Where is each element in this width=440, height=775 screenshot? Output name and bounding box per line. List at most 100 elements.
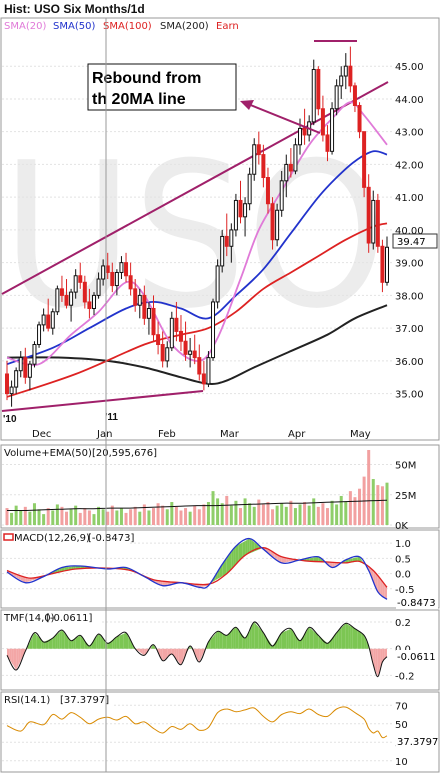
- price-axis-tick-label: 45.00: [395, 62, 424, 73]
- tmf-area-segment: [355, 628, 358, 649]
- tick-label-jan: Jan: [96, 429, 112, 440]
- candle: [188, 350, 193, 355]
- volume-bar: [119, 508, 123, 525]
- candle: [128, 275, 133, 290]
- tmf-area-segment: [126, 632, 129, 649]
- tmf-area-segment: [210, 636, 213, 649]
- volume-bar: [234, 500, 238, 525]
- candle: [261, 154, 266, 179]
- macd-histogram-area: [309, 558, 312, 562]
- tmf-area-segment: [158, 648, 161, 657]
- macd-histogram-area: [318, 556, 321, 562]
- tick-label-mar: Mar: [220, 429, 240, 440]
- tmf-area-segment: [123, 632, 126, 649]
- volume-bar: [271, 509, 275, 525]
- volume-bar: [10, 512, 14, 525]
- candle: [197, 357, 202, 375]
- tmf-area-segment: [165, 648, 168, 659]
- volume-bar: [321, 503, 325, 525]
- sma20-line: [6, 101, 388, 366]
- candle: [279, 180, 284, 211]
- macd-histogram-area: [226, 555, 229, 574]
- tmf-area-segment: [316, 633, 319, 649]
- sma100-line: [6, 222, 388, 398]
- tmf-area-segment: [59, 630, 62, 649]
- volume-bar: [83, 508, 87, 525]
- volume-bar: [78, 512, 82, 525]
- candle: [137, 294, 142, 306]
- tmf-area-segment: [130, 640, 133, 649]
- macd-histogram-area: [371, 569, 374, 582]
- price-axis-tick-label: 42.00: [395, 160, 424, 171]
- volume-bar: [42, 514, 46, 525]
- volume-bar: [74, 505, 78, 525]
- macd-panel: [0, 529, 440, 609]
- volume-bar: [161, 505, 165, 525]
- volume-bar: [115, 510, 119, 525]
- rsi-label: RSI(14.1): [4, 695, 50, 706]
- volume-bar: [238, 508, 242, 525]
- candle: [78, 275, 83, 283]
- tmf-area-segment: [281, 631, 284, 649]
- volume-axis-tick-label: 50M: [395, 461, 416, 472]
- macd-label: MACD(12,26,9): [14, 533, 90, 544]
- candle: [362, 131, 367, 188]
- macd-histogram-area: [380, 578, 383, 596]
- candle: [270, 203, 275, 241]
- candle: [69, 291, 74, 306]
- candle: [211, 301, 216, 359]
- volume-bar: [312, 498, 316, 525]
- tmf-last-label: -0.0611: [397, 652, 436, 663]
- macd-histogram-area: [222, 561, 225, 577]
- volume-bar: [69, 509, 73, 525]
- volume-bar: [97, 506, 101, 525]
- tmf-area-segment: [98, 634, 101, 649]
- tmf-area-segment: [338, 628, 342, 649]
- volume-bar: [206, 502, 210, 525]
- candle: [59, 288, 64, 296]
- tmf-area-segment: [258, 627, 262, 649]
- candle: [265, 177, 270, 205]
- tmf-area-segment: [334, 632, 337, 649]
- tmf-area-segment: [306, 627, 310, 649]
- volume-bar: [220, 503, 224, 525]
- tmf-area-segment: [61, 630, 65, 649]
- legend-sma20: SMA(20): [4, 21, 46, 32]
- macd-histogram-area: [316, 556, 319, 562]
- volume-bar: [252, 506, 256, 525]
- tmf-area-segment: [194, 648, 197, 658]
- volume-bar: [106, 511, 110, 525]
- macd-histogram-area: [281, 556, 284, 563]
- lower-trendline: [1, 390, 204, 412]
- macd-histogram-area: [229, 552, 232, 572]
- tmf-area-segment: [48, 639, 51, 649]
- volume-bar: [371, 479, 375, 525]
- tmf-area-segment: [288, 628, 291, 649]
- tmf-panel: [0, 609, 440, 691]
- sma50-line: [6, 150, 388, 366]
- macd-axis-tick-label: 1.0: [395, 539, 411, 550]
- macd-histogram-area: [332, 562, 335, 568]
- tmf-area-segment: [336, 630, 339, 649]
- candle: [288, 163, 293, 172]
- tmf-area-segment: [190, 646, 193, 650]
- candle: [334, 85, 339, 110]
- macd-histogram-area: [313, 557, 316, 562]
- last-price-tag: [392, 233, 438, 249]
- candle: [160, 344, 165, 362]
- candle: [220, 235, 225, 267]
- macd-histogram-area: [268, 550, 271, 555]
- tmf-area-segment: [366, 640, 369, 649]
- tmf-area-segment: [50, 638, 53, 649]
- candle: [87, 301, 92, 309]
- candle: [275, 209, 280, 241]
- macd-histogram-area: [357, 556, 360, 562]
- volume-bar: [133, 506, 137, 525]
- tmf-area-segment: [114, 636, 117, 649]
- tmf-area-segment: [128, 636, 131, 649]
- tmf-area-segment: [78, 635, 81, 649]
- tmf-area-segment: [279, 632, 282, 649]
- volume-bar: [303, 502, 307, 525]
- tmf-area-segment: [345, 623, 349, 649]
